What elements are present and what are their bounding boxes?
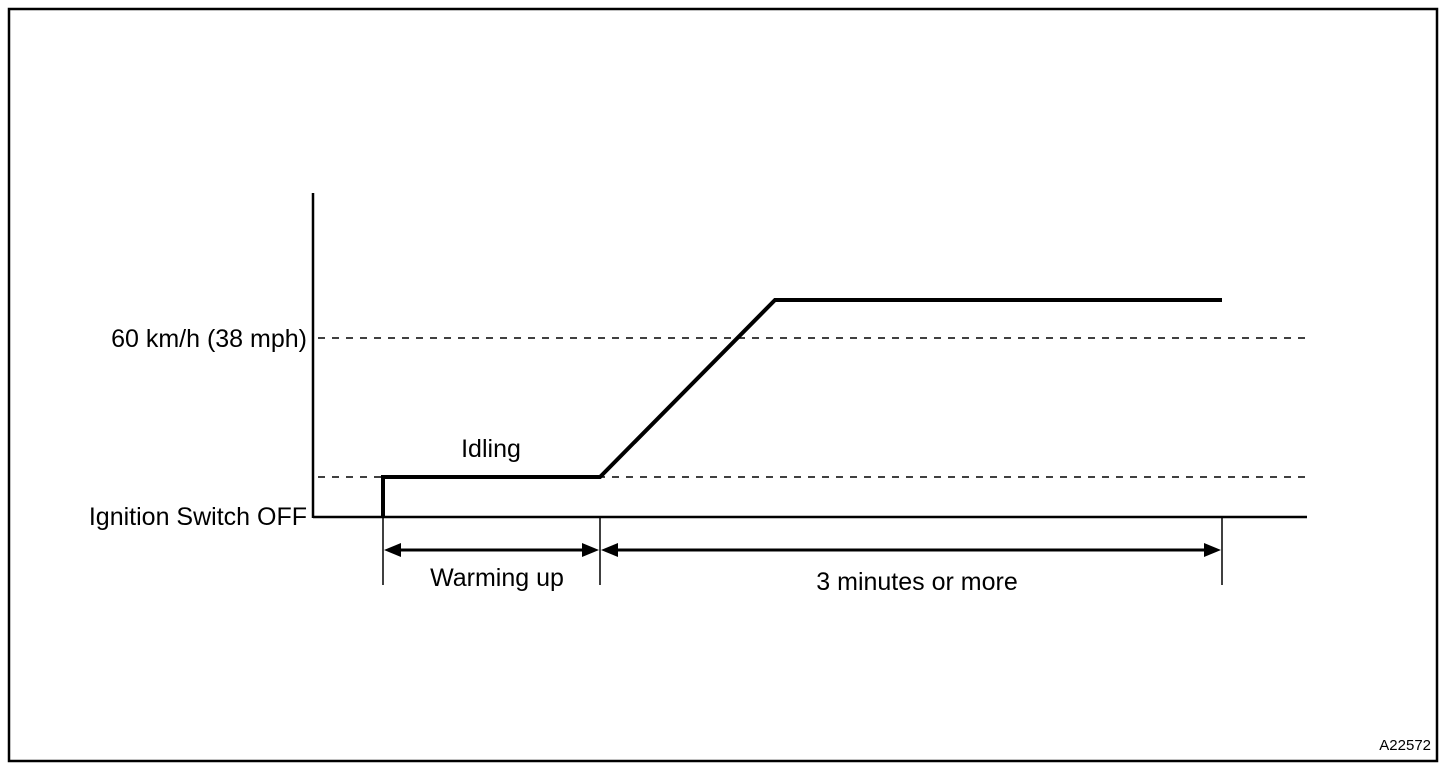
idling-label: Idling: [461, 435, 521, 463]
speed-profile-line: [381, 298, 1222, 517]
speed-threshold-label: 60 km/h (38 mph): [111, 325, 307, 353]
warming-up-label: Warming up: [430, 564, 564, 592]
outer-border: [7, 7, 1439, 763]
duration-label: 3 minutes or more: [816, 568, 1017, 596]
warming-up-arrow: [384, 543, 599, 557]
figure-code: A22572: [1379, 737, 1431, 754]
duration-arrow: [601, 543, 1221, 557]
ignition-off-label: Ignition Switch OFF: [89, 503, 307, 531]
